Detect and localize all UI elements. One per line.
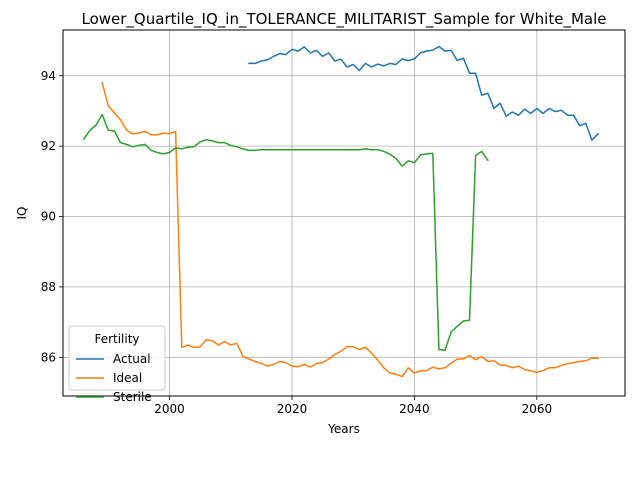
y-tick-label: 92 (41, 139, 56, 153)
y-tick-label: 94 (41, 69, 56, 83)
x-axis-ticks: 2000 2020 2040 2060 (154, 396, 552, 416)
x-tick-label: 2060 (522, 402, 553, 416)
legend-label: Ideal (113, 371, 142, 385)
legend-items: Actual Ideal Sterile (76, 352, 152, 404)
legend: Fertility Actual Ideal Sterile (68, 325, 166, 404)
x-tick-label: 2040 (399, 402, 430, 416)
legend-title: Fertility (94, 332, 139, 346)
series-line-sterile (82, 113, 489, 352)
y-axis-label: IQ (15, 207, 29, 220)
series-line-actual (248, 45, 600, 141)
series-lines (82, 45, 600, 378)
x-tick-label: 2000 (154, 402, 185, 416)
series-line-ideal (101, 81, 599, 378)
legend-label: Sterile (113, 390, 152, 404)
legend-box (68, 325, 166, 391)
y-tick-label: 88 (41, 280, 56, 294)
plot-area-frame (62, 29, 626, 397)
grid-lines (63, 30, 625, 396)
y-tick-label: 90 (41, 210, 56, 224)
legend-item-actual: Actual (76, 352, 151, 366)
legend-item-ideal: Ideal (76, 371, 142, 385)
x-axis-label: Years (327, 422, 360, 436)
y-axis-ticks: 86 88 90 92 94 (41, 69, 63, 364)
legend-label: Actual (113, 352, 151, 366)
x-tick-label: 2020 (277, 402, 308, 416)
chart-title: Lower_Quartile_IQ_in_TOLERANCE_MILITARIS… (82, 10, 607, 29)
y-tick-label: 86 (41, 350, 56, 364)
legend-item-sterile: Sterile (76, 390, 152, 404)
